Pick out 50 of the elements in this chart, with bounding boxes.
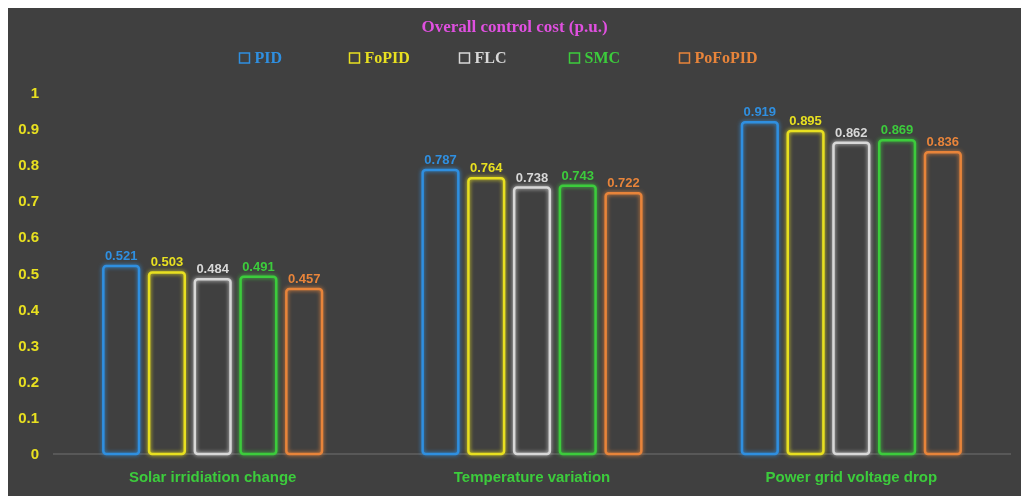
bar bbox=[467, 176, 506, 456]
y-tick-label: 0.1 bbox=[18, 408, 39, 426]
data-label: 0.743 bbox=[561, 167, 595, 183]
data-label: 0.503 bbox=[150, 254, 184, 270]
y-tick-label: 0.7 bbox=[18, 192, 39, 210]
y-tick-label: 0.5 bbox=[18, 264, 39, 282]
y-tick-label: 0.6 bbox=[18, 228, 39, 246]
legend-label: FoPID bbox=[364, 49, 410, 66]
data-label: 0.457 bbox=[287, 271, 321, 287]
data-label: 0.919 bbox=[743, 104, 777, 120]
legend-label: PoFoPID bbox=[694, 49, 758, 66]
legend-label: FLC bbox=[474, 49, 507, 66]
bar bbox=[512, 186, 552, 456]
y-tick-label: 0 bbox=[30, 445, 39, 462]
bar bbox=[740, 120, 779, 456]
y-tick-label: 0.9 bbox=[18, 120, 39, 138]
bar bbox=[193, 278, 232, 456]
y-tick-label: 0.3 bbox=[18, 336, 39, 354]
y-tick-label: 1 bbox=[30, 84, 39, 101]
x-tick-label: Power grid voltage drop bbox=[765, 468, 938, 485]
bar bbox=[832, 141, 871, 456]
bar bbox=[604, 192, 643, 456]
data-label: 0.722 bbox=[607, 175, 640, 191]
bar bbox=[239, 275, 278, 456]
bar bbox=[102, 264, 141, 456]
legend-label: PID bbox=[254, 49, 283, 66]
y-tick-label: 0.4 bbox=[18, 300, 40, 318]
x-tick-label: Solar irridiation change bbox=[128, 468, 297, 485]
y-tick-label: 0.2 bbox=[18, 372, 39, 390]
bar bbox=[923, 150, 962, 456]
bar bbox=[421, 168, 460, 456]
bar bbox=[147, 271, 187, 456]
data-label: 0.738 bbox=[515, 169, 549, 185]
data-label: 0.764 bbox=[469, 160, 504, 176]
y-tick-label: 0.8 bbox=[18, 156, 39, 174]
chart-title: Overall control cost (p.u.) bbox=[421, 17, 608, 36]
bar bbox=[786, 129, 825, 456]
data-label: 0.521 bbox=[104, 247, 138, 263]
x-tick-label: Temperature variation bbox=[453, 468, 611, 485]
bar bbox=[285, 287, 324, 456]
legend-label: SMC bbox=[584, 49, 621, 66]
data-label: 0.869 bbox=[880, 122, 914, 138]
data-label: 0.895 bbox=[789, 112, 822, 128]
bar bbox=[877, 139, 917, 456]
data-label: 0.491 bbox=[242, 258, 275, 274]
data-label: 0.484 bbox=[196, 261, 230, 277]
data-label: 0.787 bbox=[424, 151, 457, 167]
data-label: 0.862 bbox=[835, 124, 868, 140]
bar bbox=[558, 184, 597, 456]
data-label: 0.836 bbox=[926, 134, 960, 150]
